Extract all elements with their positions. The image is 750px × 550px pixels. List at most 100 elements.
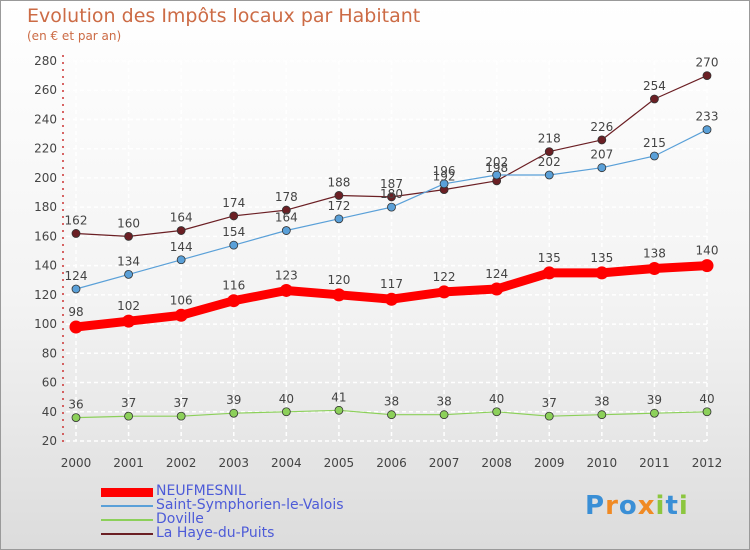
data-label-2-2002: 37 xyxy=(174,396,189,410)
data-label-0-2008: 198 xyxy=(485,161,508,175)
legend-label: Doville xyxy=(156,511,204,527)
data-label-0-2000: 162 xyxy=(65,213,88,227)
point-2-2007 xyxy=(439,410,449,420)
data-label-2-2009: 37 xyxy=(542,396,557,410)
point-2-2004 xyxy=(281,407,291,417)
point-1-2000 xyxy=(71,284,81,294)
proxiti-logo: Proxiti xyxy=(585,491,689,521)
legend-label: Saint-Symphorien-le-Valois xyxy=(156,497,344,513)
x-tick-labels: 2000 2001 2002 2003 2004 2005 2006 2007 2008 2009… xyxy=(61,456,723,470)
x-tick-2012: 2012 xyxy=(692,456,723,470)
data-label-2-2004: 40 xyxy=(279,392,294,406)
data-label-3-2006: 117 xyxy=(380,277,403,291)
y-tick-80: 80 xyxy=(42,346,57,360)
point-1-2008 xyxy=(492,170,502,180)
y-tick-labels: 20 40 60 80 100 120 140 160 180 200 220 240 260 280 xyxy=(34,54,57,448)
x-tick-2006: 2006 xyxy=(376,456,407,470)
point-2-2008 xyxy=(492,407,502,417)
point-2-2003 xyxy=(229,408,239,418)
y-tick-60: 60 xyxy=(42,376,57,390)
y-tick-160: 160 xyxy=(34,229,57,243)
point-3-2002 xyxy=(174,308,188,322)
point-0-2005 xyxy=(334,191,344,200)
data-label-2-2005: 41 xyxy=(331,390,346,404)
data-label-2-2000: 36 xyxy=(68,398,83,412)
x-tick-2002: 2002 xyxy=(166,456,197,470)
data-label-0-2010: 226 xyxy=(590,120,613,134)
data-label-1-2000: 124 xyxy=(65,269,88,283)
data-label-3-2001: 102 xyxy=(117,299,140,313)
data-labels: 162 160 164 174 178 188 187 192 198 218 226 254 270 1… xyxy=(65,56,719,412)
y-tick-120: 120 xyxy=(34,288,57,302)
data-label-3-2012: 140 xyxy=(696,244,719,258)
point-1-2012 xyxy=(702,125,712,135)
data-label-3-2009: 135 xyxy=(538,251,561,265)
data-label-0-2005: 188 xyxy=(327,175,350,189)
legend-item: La Haye-du-Puits xyxy=(101,525,361,541)
data-label-1-2006: 180 xyxy=(380,187,403,201)
grid-lines xyxy=(66,60,708,442)
legend-item: Doville xyxy=(101,511,361,527)
data-label-2-2001: 37 xyxy=(121,396,136,410)
y-tick-100: 100 xyxy=(34,317,57,331)
data-label-0-2004: 178 xyxy=(275,190,298,204)
point-3-2011 xyxy=(647,262,661,276)
chart-subtitle: (en € et par an) xyxy=(27,29,122,43)
legend-swatch xyxy=(101,533,153,535)
point-2-2011 xyxy=(650,408,659,418)
data-label-0-2007: 192 xyxy=(433,170,456,184)
point-3-2010 xyxy=(595,266,609,280)
point-3-2005 xyxy=(332,288,346,302)
point-3-2006 xyxy=(385,292,398,306)
data-label-0-2003: 174 xyxy=(222,196,245,210)
data-label-2-2006: 38 xyxy=(384,395,399,409)
data-label-3-2004: 123 xyxy=(275,268,298,282)
logo-letter: r xyxy=(605,491,619,521)
point-3-2008 xyxy=(490,282,504,296)
point-2-2002 xyxy=(176,411,186,421)
data-label-0-2011: 254 xyxy=(643,79,666,93)
x-tick-2003: 2003 xyxy=(218,456,249,470)
data-label-1-2012: 233 xyxy=(696,110,719,124)
data-label-3-2007: 122 xyxy=(433,270,456,284)
legend-swatch xyxy=(101,505,153,507)
logo-letter: o xyxy=(618,491,638,521)
data-label-1-2002: 144 xyxy=(170,240,193,254)
legend-swatch xyxy=(101,487,153,497)
point-1-2011 xyxy=(650,151,659,161)
legend-swatch xyxy=(101,519,153,521)
legend-item: Saint-Symphorien-le-Valois xyxy=(101,497,361,513)
data-label-3-2000: 98 xyxy=(68,305,83,319)
y-tick-180: 180 xyxy=(34,200,57,214)
x-tick-2000: 2000 xyxy=(61,456,92,470)
data-label-3-2002: 106 xyxy=(170,293,193,307)
data-label-3-2010: 135 xyxy=(590,251,613,265)
data-label-1-2009: 202 xyxy=(538,155,561,169)
logo-letter: i xyxy=(655,491,666,521)
x-tick-2011: 2011 xyxy=(639,456,670,470)
x-tick-2010: 2010 xyxy=(587,456,618,470)
point-2-2005 xyxy=(334,405,344,415)
logo-letter: t xyxy=(665,491,679,521)
data-label-1-2005: 172 xyxy=(327,199,350,213)
data-label-1-2008: 202 xyxy=(485,155,508,169)
x-tick-2005: 2005 xyxy=(324,456,355,470)
data-label-2-2011: 39 xyxy=(647,393,662,407)
point-2-2006 xyxy=(387,410,396,420)
point-3-2000 xyxy=(69,320,83,334)
point-0-2000 xyxy=(71,229,81,238)
data-label-2-2007: 38 xyxy=(436,395,451,409)
chart-title: Evolution des Impôts locaux par Habitant xyxy=(27,5,421,27)
data-label-0-2001: 160 xyxy=(117,216,140,230)
point-3-2003 xyxy=(227,294,241,308)
data-label-2-2003: 39 xyxy=(226,393,241,407)
point-3-2001 xyxy=(122,314,136,328)
point-0-2009 xyxy=(544,147,554,157)
point-2-2001 xyxy=(124,411,133,421)
data-label-3-2008: 124 xyxy=(485,267,508,281)
point-1-2009 xyxy=(544,170,554,180)
point-0-2002 xyxy=(176,226,186,235)
point-2-2010 xyxy=(597,410,607,420)
